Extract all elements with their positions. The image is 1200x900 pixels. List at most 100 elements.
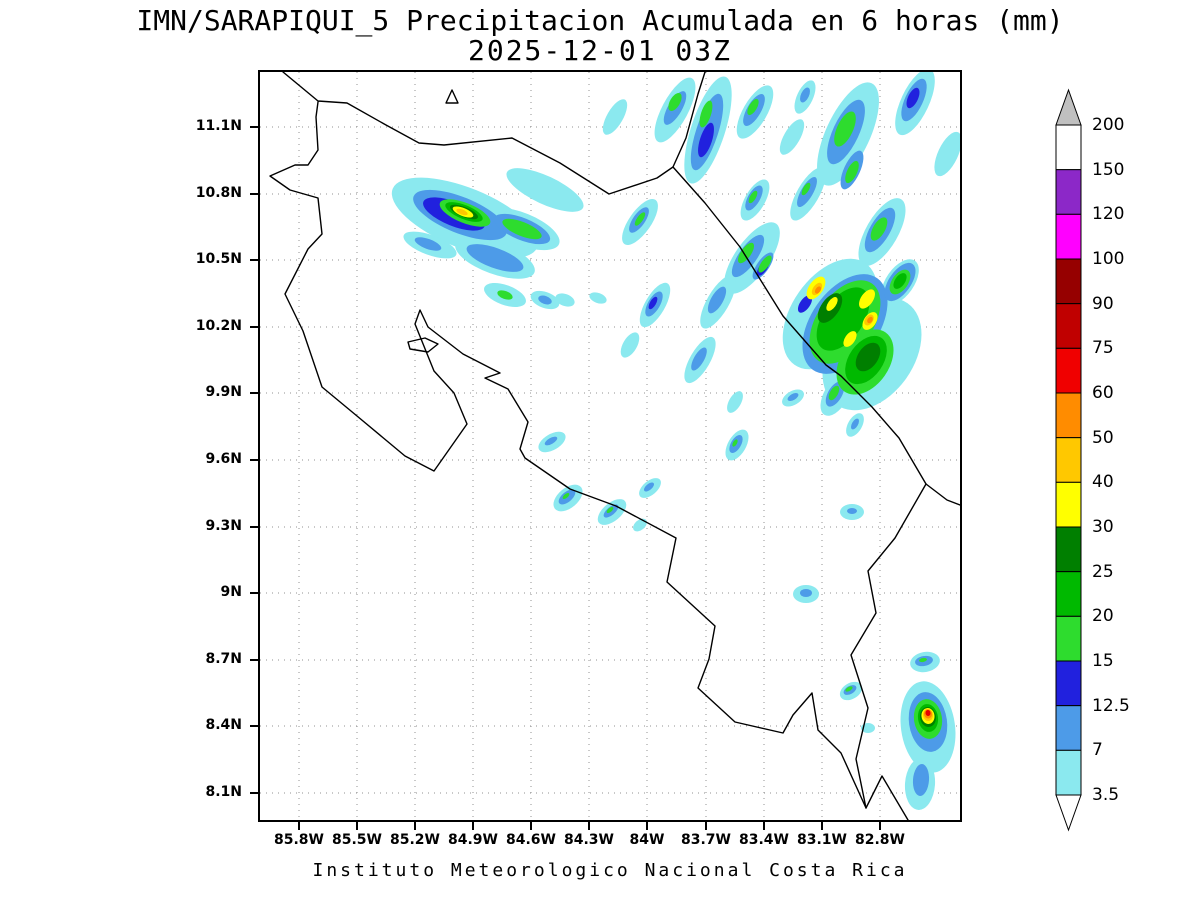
- colorbar-value-label: 60: [1092, 383, 1114, 403]
- x-tick-label: 85.2W: [390, 832, 440, 848]
- precip-cell-l15: [834, 111, 856, 147]
- precip-cell-l12_5: [648, 296, 658, 310]
- x-tick-mark: [356, 822, 358, 830]
- precip-cell-l15: [845, 160, 859, 184]
- colorbar-svg: [1055, 88, 1082, 832]
- y-tick-label: 9.3N: [205, 518, 242, 534]
- colorbar-below-min-triangle: [1055, 794, 1082, 832]
- precip-cell-l7: [851, 418, 859, 430]
- costa-rica-coastline: [269, 72, 927, 809]
- x-tick-mark: [588, 822, 590, 830]
- y-tick-label: 8.4N: [205, 717, 242, 733]
- precip-cell-l7: [847, 508, 857, 514]
- x-tick-label: 83.7W: [681, 832, 731, 848]
- y-tick-label: 10.8N: [195, 185, 242, 201]
- precip-cell-l30: [859, 289, 875, 309]
- precip-cell-l7: [414, 237, 442, 251]
- precip-cell-l15: [747, 98, 759, 116]
- colorbar-segment: [1055, 213, 1082, 260]
- x-tick-mark: [530, 822, 532, 830]
- plot-title: IMN/SARAPIQUI_5 Precipitacion Acumulada …: [136, 4, 1064, 37]
- precip-cell-l3_5: [633, 518, 647, 532]
- x-tick-mark: [298, 822, 300, 830]
- precip-cell-l7: [644, 482, 654, 492]
- institution-caption: Instituto Meteorologico Nacional Costa R…: [312, 860, 908, 881]
- colorbar-value-label: 200: [1092, 115, 1125, 135]
- precip-cell-l7: [691, 347, 707, 371]
- colorbar-segment: [1055, 481, 1082, 528]
- precip-cell-l3_5: [620, 332, 640, 358]
- precip-cell-l15: [828, 385, 840, 401]
- precip-cell-l30: [843, 331, 857, 347]
- x-tick-mark: [472, 822, 474, 830]
- precip-cell-l7: [707, 286, 727, 314]
- colorbar-segment: [1055, 303, 1082, 349]
- colorbar-segment: [1055, 749, 1082, 796]
- precip-cell-l30: [826, 297, 838, 311]
- precipitation-map-svg: [260, 72, 960, 820]
- x-tick-label: 82.8W: [855, 832, 905, 848]
- precip-cell-l3_5: [934, 131, 960, 177]
- x-tick-mark: [763, 822, 765, 830]
- precip-cell-l15: [606, 507, 614, 513]
- precip-cell-l7: [466, 244, 524, 272]
- precip-cell-l15: [562, 493, 570, 499]
- map-plot-area: [258, 70, 962, 822]
- colorbar-above-max-triangle: [1055, 88, 1082, 126]
- precip-cell-l20: [816, 287, 870, 351]
- precip-cell-l15: [497, 290, 513, 300]
- colorbar-segment: [1055, 258, 1082, 305]
- precip-cell-l7: [544, 436, 558, 446]
- y-tick-label: 8.7N: [205, 651, 242, 667]
- y-tick-label: 10.5N: [195, 251, 242, 267]
- precip-cell-l15: [502, 218, 542, 240]
- x-tick-label: 83.4W: [739, 832, 789, 848]
- colorbar-segment: [1055, 347, 1082, 394]
- precip-cell-l7: [800, 87, 810, 103]
- precip-cell-l3_5: [589, 292, 607, 304]
- coastline-detail: [865, 775, 909, 820]
- x-tick-label: 84W: [629, 832, 665, 848]
- x-tick-mark: [821, 822, 823, 830]
- colorbar-segment: [1055, 705, 1082, 751]
- colorbar-value-label: 90: [1092, 293, 1114, 314]
- y-tick-mark: [250, 725, 258, 727]
- y-tick-mark: [250, 592, 258, 594]
- x-tick-mark: [705, 822, 707, 830]
- precip-cell-l15: [801, 182, 811, 196]
- x-tick-mark: [646, 822, 648, 830]
- latitude-axis: 11.1N 10.8N 10.5N 10.2N 9.9N 9.6N 9.3N 9N 8.7N 8.…: [186, 72, 258, 820]
- precip-cell-l15: [634, 212, 646, 226]
- longitude-axis: 85.8W 85.5W 85.2W 84.9W 84.6W 84.3W 84W 83.7W 83…: [260, 822, 960, 856]
- precip-cell-l15: [737, 242, 755, 264]
- precip-cell-l3_5: [727, 391, 743, 413]
- plot-subtitle-datetime: 2025-12-01 03Z: [467, 34, 732, 67]
- y-tick-label: 9N: [220, 584, 242, 600]
- y-tick-mark: [250, 259, 258, 261]
- precip-cell-l3_5: [555, 293, 575, 307]
- precip-cell-l50: [814, 286, 822, 294]
- precip-cell-l3_5: [506, 168, 584, 212]
- precip-cell-l7: [538, 295, 552, 305]
- precip-cell-l40: [456, 208, 468, 216]
- x-tick-mark: [414, 822, 416, 830]
- colorbar-value-label: 120: [1092, 204, 1125, 225]
- coastline-detail: [672, 72, 706, 168]
- y-tick-mark: [250, 392, 258, 394]
- colorbar-segment: [1055, 437, 1082, 483]
- colorbar-value-label: 50: [1092, 427, 1114, 448]
- precip-cell-l15: [758, 255, 772, 273]
- y-tick-label: 10.2N: [195, 318, 242, 334]
- colorbar-value-label: 100: [1092, 249, 1125, 269]
- colorbar-value-label: 150: [1092, 159, 1125, 180]
- y-tick-mark: [250, 792, 258, 794]
- coastline-detail: [445, 89, 459, 104]
- precip-cell-l3_5: [602, 99, 628, 135]
- colorbar-value-label: 7: [1092, 740, 1103, 761]
- x-tick-mark: [879, 822, 881, 830]
- y-tick-mark: [250, 126, 258, 128]
- colorbar-segment: [1055, 169, 1082, 215]
- x-tick-label: 85.5W: [332, 832, 382, 848]
- colorbar-value-label: 15: [1092, 651, 1114, 671]
- precip-cell-l15: [870, 217, 888, 241]
